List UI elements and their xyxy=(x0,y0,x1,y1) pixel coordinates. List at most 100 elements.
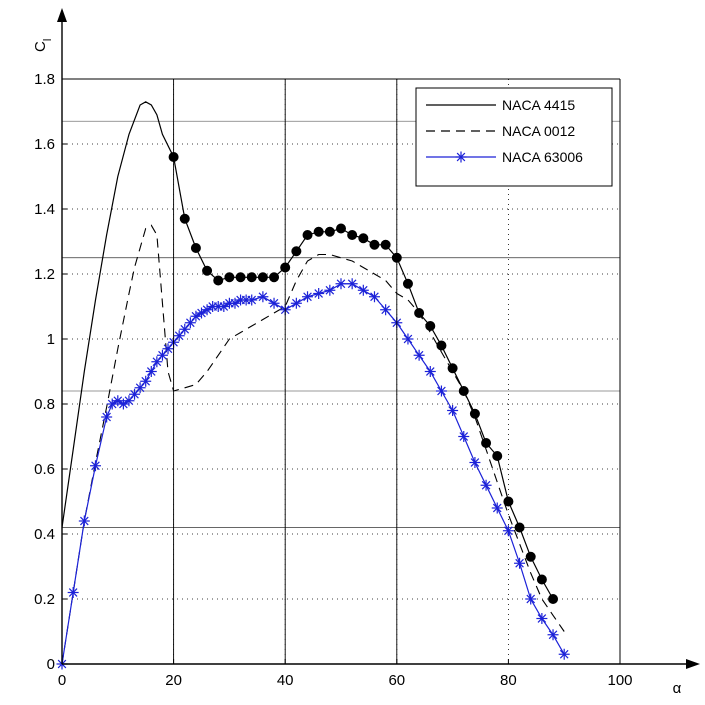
series-point-2 xyxy=(134,382,146,394)
series-point-2 xyxy=(140,375,152,387)
series-point-2 xyxy=(469,457,481,468)
series-point-2 xyxy=(558,648,570,660)
y-tick-label: 1.2 xyxy=(34,266,55,283)
series-point-2 xyxy=(190,310,202,322)
series-point-2 xyxy=(424,366,436,377)
series-point-2 xyxy=(435,385,447,397)
series-point-2 xyxy=(129,388,141,400)
y-tick-label: 0.2 xyxy=(34,591,55,608)
series-point-2 xyxy=(218,301,230,312)
series-point-2 xyxy=(145,366,157,377)
series-point-2 xyxy=(89,460,101,472)
series-point-0 xyxy=(536,574,547,585)
series-point-2 xyxy=(525,593,537,605)
series-point-0 xyxy=(447,363,458,374)
y-tick-label: 1 xyxy=(47,331,55,348)
x-tick-label: 0 xyxy=(58,672,66,689)
x-tick-label: 80 xyxy=(500,672,517,689)
series-point-2 xyxy=(502,525,514,537)
legend-marker-2 xyxy=(455,151,467,163)
reference-lines xyxy=(62,120,620,528)
series-point-0 xyxy=(336,223,346,234)
series-point-2 xyxy=(196,307,207,319)
series-point-0 xyxy=(324,226,335,237)
series-point-2 xyxy=(491,502,503,514)
series-point-2 xyxy=(324,284,336,296)
series-point-0 xyxy=(402,278,413,289)
y-axis-label: Cl xyxy=(32,39,54,52)
series-point-0 xyxy=(313,226,324,237)
series-point-2 xyxy=(480,479,492,491)
y-axis-label-subscript: l xyxy=(42,39,54,41)
legend-label-0: NACA 4415 xyxy=(502,97,575,113)
series-point-2 xyxy=(117,398,129,410)
series-point-0 xyxy=(380,239,391,250)
series-point-2 xyxy=(447,405,459,416)
series-line-1 xyxy=(61,224,565,665)
series-point-0 xyxy=(202,265,213,276)
series-point-2 xyxy=(313,288,325,299)
series-point-0 xyxy=(302,230,313,240)
series-point-2 xyxy=(346,278,358,290)
series-point-0 xyxy=(179,213,190,224)
y-tick-label: 1.4 xyxy=(34,201,55,218)
series-point-2 xyxy=(106,398,118,410)
series-point-2 xyxy=(357,284,369,296)
x-tick-label: 40 xyxy=(277,672,294,689)
series-point-2 xyxy=(162,343,174,355)
series-point-0 xyxy=(246,272,257,283)
series-point-2 xyxy=(290,297,302,309)
series-point-0 xyxy=(257,272,268,283)
legend-label-1: NACA 0012 xyxy=(502,123,575,139)
series-point-0 xyxy=(358,233,369,244)
series-point-2 xyxy=(257,291,269,303)
series-point-2 xyxy=(536,613,548,624)
y-tick-label: 0.4 xyxy=(34,526,55,543)
series-point-2 xyxy=(402,333,414,345)
series-point-2 xyxy=(112,395,124,407)
series-point-2 xyxy=(173,330,185,342)
series-layer xyxy=(56,101,570,670)
series-point-2 xyxy=(78,515,90,527)
legend-box xyxy=(415,87,613,187)
x-axis-arrow xyxy=(686,659,700,669)
series-point-2 xyxy=(335,278,347,290)
y-tick-label: 0 xyxy=(47,656,55,673)
series-point-2 xyxy=(268,297,280,309)
series-point-2 xyxy=(514,557,526,569)
series-point-0 xyxy=(224,272,235,283)
series-point-0 xyxy=(213,275,224,286)
series-point-2 xyxy=(67,587,79,598)
x-tick-label: 60 xyxy=(388,672,405,689)
tick-labels: 0 20 40 60 80 100 0 0.2 0.4 0.6 0.8 1 1.2 1.4 1.6 1.8 α C… xyxy=(32,39,682,697)
series-point-2 xyxy=(229,297,241,309)
series-point-0 xyxy=(235,272,246,283)
series-point-0 xyxy=(436,340,447,351)
x-tick-label: 100 xyxy=(607,672,632,689)
series-line-2 xyxy=(61,283,565,665)
series-point-0 xyxy=(525,551,536,562)
series-point-2 xyxy=(179,323,191,335)
series-point-2 xyxy=(547,629,559,641)
series-point-2 xyxy=(156,349,168,361)
series-point-0 xyxy=(190,243,201,253)
series-point-2 xyxy=(458,431,470,442)
series-point-2 xyxy=(101,411,113,423)
series-point-0 xyxy=(514,522,525,533)
series-point-2 xyxy=(368,291,380,303)
axis-layer xyxy=(57,8,700,669)
series-point-2 xyxy=(201,304,213,316)
series-point-0 xyxy=(347,230,358,240)
series-point-0 xyxy=(503,496,514,507)
series-point-2 xyxy=(413,349,425,361)
legend-label-2: NACA 63006 xyxy=(502,149,583,165)
series-point-2 xyxy=(151,356,163,368)
y-tick-label: 1.8 xyxy=(34,71,55,88)
x-axis-label: α xyxy=(673,680,682,697)
series-point-2 xyxy=(380,304,392,316)
series-point-0 xyxy=(369,239,380,250)
series-point-0 xyxy=(492,451,503,461)
series-point-0 xyxy=(548,594,559,604)
